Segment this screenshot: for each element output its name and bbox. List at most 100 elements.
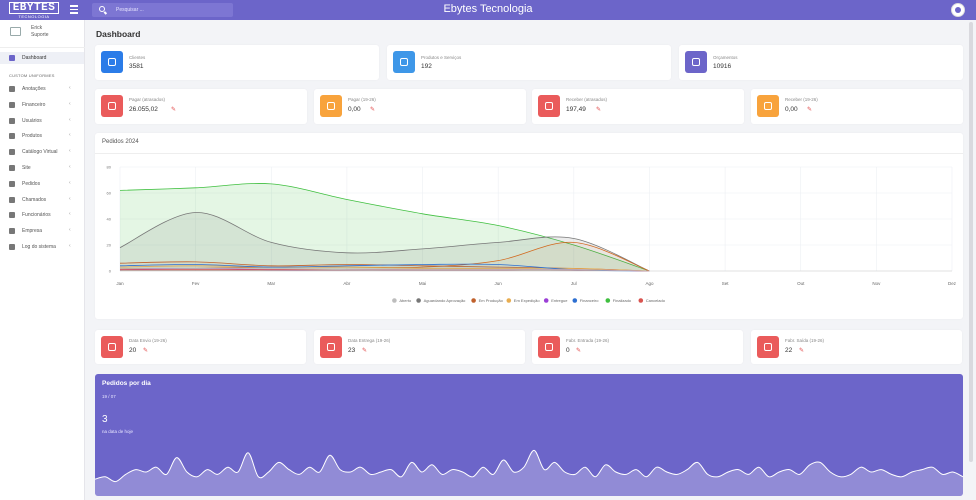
users-icon [9,117,15,124]
legend-marker [543,298,549,303]
user-role: Suporte [31,32,49,38]
series-area [120,183,650,271]
daily-date: 19 / 07 [102,394,116,399]
x-tick-label: Fev [192,281,200,286]
search-box [92,3,233,17]
user-profile[interactable]: Erick Suporte [10,25,80,41]
x-tick-label: Nov [872,281,881,286]
chevron-icon: ‹ [69,132,71,139]
x-tick-label: Jun [495,281,503,286]
building-icon [9,228,15,235]
legend-label: Em Expedição [514,298,541,303]
stat-card: Pagar (19-26) 0,00 ✎ [314,89,526,124]
chevron-icon: ‹ [69,179,71,186]
edit-link-icon[interactable]: ✎ [370,107,376,113]
sidebar-item-4[interactable]: Catálogo Virtual ‹ [0,146,84,158]
stat-label: Fabr. Saída (19-26) [785,338,825,343]
edit-link-icon[interactable]: ✎ [576,348,582,354]
company-logo[interactable]: EBYTES TECNOLOGIA [9,2,59,19]
edit-link-icon[interactable]: ✎ [799,348,805,354]
sidebar-item-label: Produtos [22,133,43,140]
page-scrollbar[interactable] [969,22,973,462]
gear-icon [757,336,779,358]
stat-value: 3581 [129,63,144,70]
sidebar-section-label: CUSTOM UNIFORMES [9,73,55,78]
clock-icon [101,95,123,117]
sidebar-item-dashboard[interactable]: Dashboard [0,52,84,64]
legend-marker [572,298,578,303]
orders-area-chart: 0 20 40 60 80 Jan Fev Mar Abr Mai Jun Jul Ago Set Out N… [107,165,957,304]
home-icon [9,55,15,61]
tag-icon [9,133,15,140]
user-info: Erick Suporte [31,25,49,39]
sidebar-item-9[interactable]: Empresa ‹ [0,225,84,237]
sparkline-area [95,450,963,496]
x-tick-label: Dez [948,281,957,286]
sidebar-item-10[interactable]: Log do sistema ‹ [0,241,84,253]
y-tick-label: 20 [107,243,112,248]
user-card-icon [10,27,21,36]
x-tick-label: Abr [343,281,351,286]
legend-marker [416,298,421,303]
daily-sparkline [95,449,963,496]
hand-money-icon [757,95,779,117]
stat-card: Receber (atrasados) 197,49 ✎ [532,89,744,124]
edit-link-icon[interactable]: ✎ [171,107,177,113]
chevron-icon: ‹ [69,211,71,218]
top-bar: EBYTES TECNOLOGIA Ebytes Tecnologia [0,0,976,20]
chevron-icon: ‹ [69,243,71,249]
stat-value: 0,00 [348,106,361,113]
series-line [119,265,650,272]
stat-value: 192 [421,63,432,70]
x-tick-label: Jan [116,281,124,286]
series-area [120,242,650,271]
sidebar-divider [0,47,85,48]
sidebar-item-5[interactable]: Site ‹ [0,162,84,174]
sidebar-item-7[interactable]: Chamados ‹ [0,194,84,206]
search-input[interactable] [116,4,226,16]
log-icon [9,244,15,250]
edit-link-icon[interactable]: ✎ [807,107,813,113]
daily-title: Pedidos por dia [102,380,151,387]
users-icon [9,212,15,219]
stat-label: Orçamentos [713,55,738,60]
chevron-icon: ‹ [69,148,71,155]
list-icon [9,86,15,92]
stat-label: Pagar (19-26) [348,97,376,102]
sidebar-item-0[interactable]: Anotações ‹ [0,83,84,95]
stat-card: Pagar (atrasados) 26.055,02 ✎ [95,89,307,124]
stat-value: 0,00 [785,106,798,113]
sidebar-item-8[interactable]: Funcionários ‹ [0,209,84,221]
dollar-icon [9,101,15,108]
sidebar-item-6[interactable]: Pedidos ‹ [0,178,84,190]
stat-label: Receber (19-26) [785,97,818,102]
legend-marker [392,298,397,303]
sidebar-item-3[interactable]: Produtos ‹ [0,130,84,142]
daily-orders-card: Pedidos por dia 19 / 07 3 na data de hoj… [95,374,963,496]
search-icon[interactable] [99,6,105,12]
stat-card: Produtos e Serviços 192 [387,45,671,80]
series-line [119,183,650,272]
x-tick-label: Out [797,281,805,286]
stat-label: Produtos e Serviços [421,55,462,60]
edit-link-icon[interactable]: ✎ [143,348,149,354]
sidebar-item-1[interactable]: Financeiro ‹ [0,99,84,111]
user-name: Erick [31,25,43,31]
sidebar-item-2[interactable]: Usuários ‹ [0,115,84,127]
x-tick-label: Ago [645,281,654,286]
edit-link-icon[interactable]: ✎ [596,107,602,113]
x-tick-label: Mar [267,281,275,286]
users-icon [101,51,123,73]
sidebar-item-label: Dashboard [22,55,47,61]
avatar[interactable] [951,3,965,17]
series-line [119,212,650,272]
x-tick-label: Jul [571,281,577,286]
sidebar-item-label: Site [22,165,31,171]
stat-card: Data Envio (19-26) 20 ✎ [95,330,306,364]
sidebar-item-label: Pedidos [22,180,41,187]
stat-label: Data Entrega (19-26) [348,338,391,343]
sidebar-item-label: Catálogo Virtual [22,149,58,156]
edit-link-icon[interactable]: ✎ [362,348,368,354]
menu-toggle-icon[interactable] [70,5,78,14]
legend-label: Cancelado [646,298,666,303]
